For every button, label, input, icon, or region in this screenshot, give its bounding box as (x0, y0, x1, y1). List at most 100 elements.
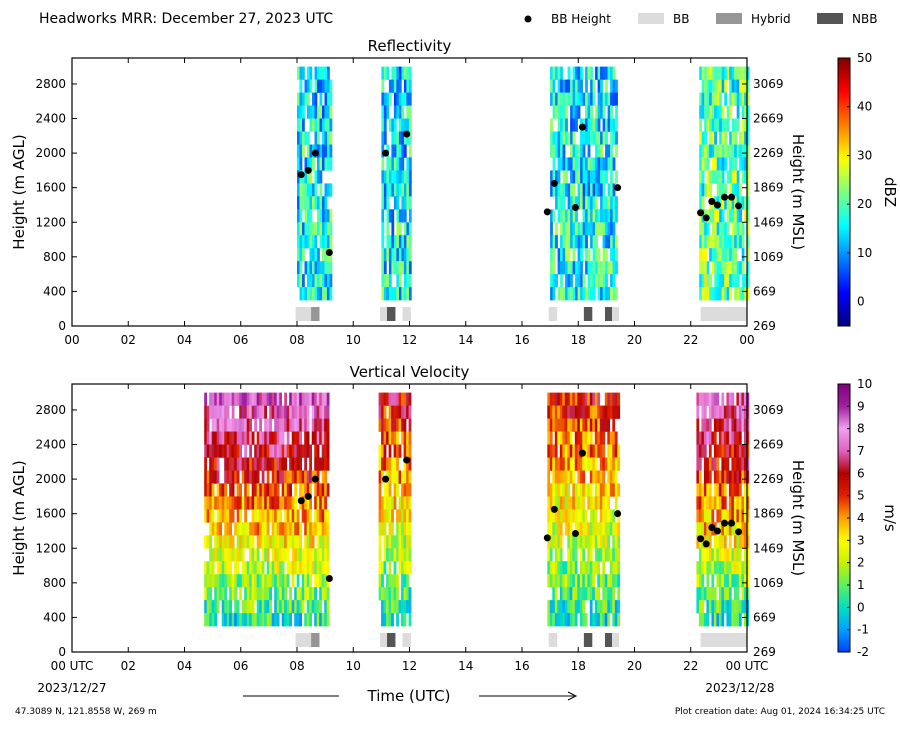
echo-cell (711, 105, 715, 119)
echo-cell (741, 405, 745, 419)
echo-cell (572, 157, 576, 171)
echo-cell (575, 196, 578, 210)
echo-cell (299, 209, 303, 223)
echo-cell (383, 261, 387, 275)
echo-cell (582, 613, 586, 627)
echo-cell (393, 457, 397, 471)
echo-cell (381, 287, 385, 301)
echo-cell (599, 418, 603, 432)
echo-cell (714, 79, 717, 93)
echo-cell (584, 405, 588, 419)
echo-cell (743, 418, 747, 432)
colorbar-tick-label: 10 (857, 246, 872, 260)
echo-cell (696, 522, 700, 536)
echo-cell (729, 183, 732, 197)
echo-cell (309, 287, 313, 301)
echo-cell (276, 392, 280, 406)
echo-cell (204, 574, 207, 588)
echo-cell (306, 418, 310, 432)
echo-cell (309, 105, 313, 119)
colorbar-tick-label: 10 (857, 377, 872, 391)
echo-cell (239, 522, 242, 536)
echo-cell (317, 248, 320, 262)
echo-cell (592, 613, 596, 627)
echo-cell (592, 587, 596, 601)
echo-cell (567, 274, 571, 288)
echo-cell (234, 587, 237, 601)
echo-cell (309, 196, 313, 210)
echo-cell (241, 431, 245, 445)
echo-cell (294, 535, 297, 549)
echo-cell (206, 483, 210, 497)
echo-cell (264, 535, 267, 549)
echo-cell (396, 600, 399, 614)
echo-cell (309, 457, 312, 471)
echo-cell (577, 157, 581, 171)
echo-cell (607, 105, 611, 119)
echo-cell (319, 613, 322, 627)
echo-cell (721, 470, 725, 484)
echo-cell (714, 144, 717, 158)
echo-cell (570, 261, 573, 275)
bb-height-point (304, 166, 312, 174)
echo-cell (386, 587, 389, 601)
echo-cell (549, 535, 553, 549)
echo-cell (554, 496, 558, 510)
echo-cell (209, 392, 212, 406)
echo-cell (572, 535, 576, 549)
echo-cell (612, 405, 616, 419)
echo-cell (567, 92, 571, 106)
echo-cell (312, 92, 315, 106)
echo-cell (408, 418, 412, 432)
echo-cell (408, 548, 412, 562)
echo-cell (729, 170, 732, 184)
echo-cell (299, 587, 302, 601)
echo-cell (696, 561, 700, 575)
echo-cell (716, 261, 720, 275)
x-tick-label: 20 (627, 659, 642, 673)
echo-cell (562, 483, 566, 497)
panel-title: Vertical Velocity (350, 363, 470, 381)
echo-cell (398, 535, 402, 549)
echo-cell (312, 261, 315, 275)
echo-cell (547, 548, 551, 562)
echo-cell (319, 561, 322, 575)
echo-cell (312, 248, 315, 262)
echo-cell (704, 144, 707, 158)
echo-cell (274, 470, 277, 484)
echo-cell (381, 183, 385, 197)
echo-cell (726, 248, 730, 262)
echo-cell (234, 600, 237, 614)
echo-cell (698, 574, 702, 588)
echo-cell (557, 522, 561, 536)
echo-cell (567, 548, 571, 562)
echo-cell (326, 405, 330, 419)
echo-cell (557, 574, 561, 588)
echo-cell (575, 261, 578, 275)
echo-cell (386, 509, 389, 523)
echo-cell (259, 574, 262, 588)
echo-cell (312, 118, 315, 132)
echo-cell (209, 470, 212, 484)
echo-cell (309, 444, 312, 458)
echo-cell (322, 222, 325, 236)
echo-cell (607, 535, 611, 549)
echo-cell (574, 522, 578, 536)
echo-cell (746, 470, 750, 484)
echo-cell (236, 496, 240, 510)
echo-cell (391, 509, 394, 523)
x-tick-label: 18 (571, 659, 586, 673)
echo-cell (401, 483, 404, 497)
echo-cell (244, 496, 247, 510)
echo-cell (408, 170, 412, 184)
echo-cell (386, 574, 389, 588)
echo-cell (746, 157, 750, 171)
echo-cell (744, 92, 747, 106)
echo-cell (401, 105, 405, 119)
echo-cell (406, 470, 409, 484)
echo-cell (580, 66, 583, 80)
echo-cell (719, 274, 722, 288)
echo-cell (741, 157, 745, 171)
echo-cell (706, 183, 710, 197)
